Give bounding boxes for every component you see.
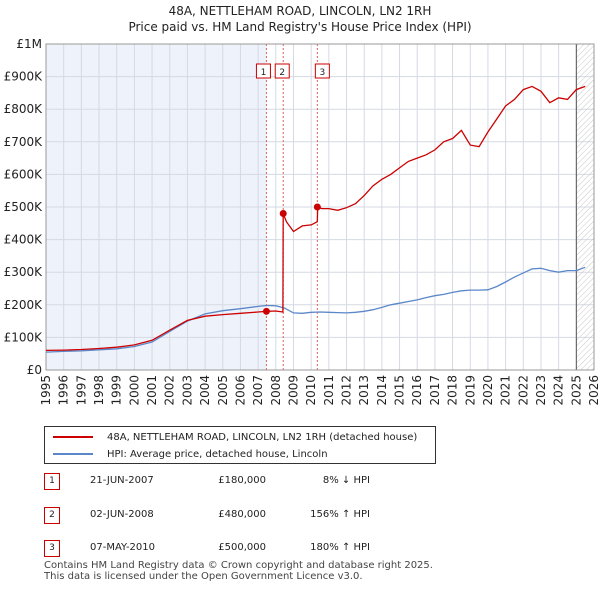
plot-border bbox=[45, 43, 595, 371]
x-tick-label: 2017 bbox=[428, 375, 442, 406]
transaction-price: £500,000 bbox=[218, 542, 266, 553]
x-tick-label: 1996 bbox=[57, 375, 71, 406]
x-tick-label: 2011 bbox=[322, 375, 336, 406]
x-tick-label: 2008 bbox=[269, 375, 283, 406]
transaction-point bbox=[313, 203, 321, 211]
transaction-point bbox=[262, 307, 270, 315]
x-tick-label: 2007 bbox=[251, 375, 265, 406]
x-tick-label: 2015 bbox=[393, 375, 407, 406]
legend-swatch-property bbox=[53, 436, 93, 438]
footer-line-1: Contains HM Land Registry data © Crown c… bbox=[44, 560, 433, 571]
x-tick-label: 2016 bbox=[410, 375, 424, 406]
x-tick-label: 2018 bbox=[446, 375, 460, 406]
y-tick-label: £500K bbox=[4, 200, 44, 214]
series-line bbox=[45, 85, 586, 352]
transaction-marker-box bbox=[314, 63, 330, 79]
forecast-region bbox=[576, 44, 594, 370]
footer-attribution: Contains HM Land Registry data © Crown c… bbox=[44, 560, 433, 582]
y-tick-label: £800K bbox=[4, 102, 44, 116]
table-row: 1 21-JUN-2007 £180,000 8% ↓ HPI bbox=[44, 473, 464, 491]
y-tick-label: £0 bbox=[27, 363, 42, 377]
y-tick-label: £200K bbox=[4, 298, 44, 312]
x-tick-label: 2023 bbox=[534, 375, 548, 406]
transaction-price: £180,000 bbox=[218, 475, 266, 486]
x-tick-label: 2013 bbox=[357, 375, 371, 406]
x-tick-label: 2012 bbox=[340, 375, 354, 406]
y-tick-label: £300K bbox=[4, 265, 44, 279]
transaction-marker: 2 bbox=[44, 507, 60, 524]
y-tick-label: £400K bbox=[4, 233, 44, 247]
chart-title: 48A, NETTLEHAM ROAD, LINCOLN, LN2 1RH bbox=[168, 4, 432, 18]
x-tick-label: 2026 bbox=[587, 375, 600, 406]
transaction-hpi-diff: 156% ↑ HPI bbox=[310, 509, 370, 520]
transaction-marker: 3 bbox=[44, 540, 60, 557]
x-tick-label: 2019 bbox=[463, 375, 477, 406]
y-tick-label: £100K bbox=[4, 330, 44, 344]
y-tick-label: £700K bbox=[4, 135, 44, 149]
x-tick-label: 2001 bbox=[145, 375, 159, 406]
x-tick-label: 2022 bbox=[516, 375, 530, 406]
transaction-marker-label: 3 bbox=[319, 68, 325, 78]
x-tick-label: 2005 bbox=[216, 375, 230, 406]
legend-label-property: 48A, NETTLEHAM ROAD, LINCOLN, LN2 1RH (d… bbox=[107, 431, 418, 443]
x-tick-label: 1999 bbox=[110, 375, 124, 406]
y-tick-label: £900K bbox=[4, 70, 44, 84]
x-tick-label: 2006 bbox=[233, 375, 247, 406]
x-tick-label: 2010 bbox=[304, 375, 318, 406]
transaction-marker-box bbox=[255, 63, 271, 79]
transaction-marker-label: 1 bbox=[261, 68, 267, 78]
x-tick-label: 1997 bbox=[74, 375, 88, 406]
legend-label-hpi: HPI: Average price, detached house, Linc… bbox=[107, 448, 328, 460]
transaction-date: 21-JUN-2007 bbox=[90, 475, 154, 486]
x-tick-label: 2025 bbox=[569, 375, 583, 406]
chart-subtitle: Price paid vs. HM Land Registry's House … bbox=[128, 20, 472, 34]
transaction-marker-box bbox=[274, 63, 290, 79]
transaction-marker: 1 bbox=[44, 473, 60, 490]
x-tick-label: 2014 bbox=[375, 375, 389, 406]
transaction-point bbox=[279, 210, 287, 218]
x-tick-label: 2003 bbox=[180, 375, 194, 406]
x-tick-label: 2021 bbox=[499, 375, 513, 406]
transaction-date: 02-JUN-2008 bbox=[90, 509, 154, 520]
transaction-price: £480,000 bbox=[218, 509, 266, 520]
transaction-marker-label: 2 bbox=[279, 68, 285, 78]
y-tick-label: £1M bbox=[16, 37, 42, 51]
x-tick-label: 1998 bbox=[92, 375, 106, 406]
x-tick-label: 2002 bbox=[163, 375, 177, 406]
x-tick-label: 2024 bbox=[552, 375, 566, 406]
transaction-date: 07-MAY-2010 bbox=[90, 542, 156, 553]
transaction-hpi-diff: 180% ↑ HPI bbox=[310, 542, 370, 553]
price-chart: 1 2 3 £0 £100K £200K £300K £400K £500K £600K £700K… bbox=[4, 37, 600, 406]
legend-item-hpi: HPI: Average price, detached house, Linc… bbox=[53, 446, 328, 462]
transaction-hpi-diff: 8% ↓ HPI bbox=[322, 475, 370, 486]
y-tick-label: £600K bbox=[4, 167, 44, 181]
x-tick-label: 2004 bbox=[198, 375, 212, 406]
footer-line-2: This data is licensed under the Open Gov… bbox=[44, 571, 363, 582]
table-row: 3 07-MAY-2010 £500,000 180% ↑ HPI bbox=[44, 540, 464, 558]
x-tick-label: 1995 bbox=[39, 375, 53, 406]
x-tick-label: 2000 bbox=[127, 375, 141, 406]
chart-legend: 48A, NETTLEHAM ROAD, LINCOLN, LN2 1RH (d… bbox=[44, 426, 436, 464]
legend-swatch-hpi bbox=[53, 453, 93, 455]
x-tick-label: 2009 bbox=[286, 375, 300, 406]
table-row: 2 02-JUN-2008 £480,000 156% ↑ HPI bbox=[44, 507, 464, 525]
x-tick-label: 2020 bbox=[481, 375, 495, 406]
legend-item-property: 48A, NETTLEHAM ROAD, LINCOLN, LN2 1RH (d… bbox=[53, 429, 417, 445]
